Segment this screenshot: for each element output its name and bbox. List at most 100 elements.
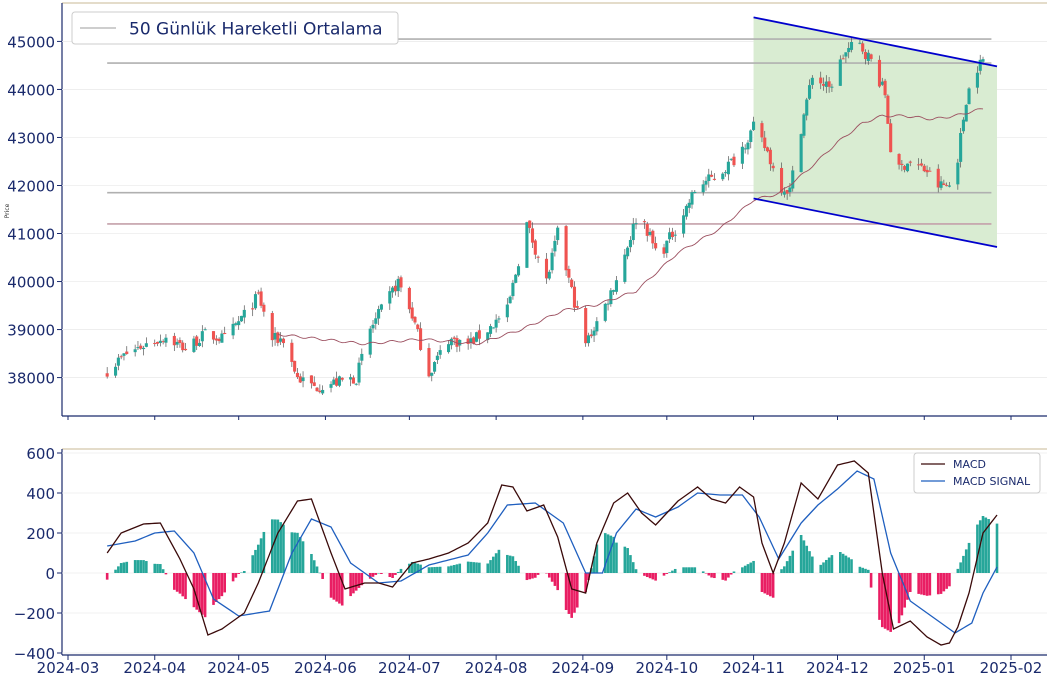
macd-histogram-bar: [159, 564, 162, 573]
candle-body: [556, 227, 560, 241]
x-tick-label: 2024-09: [552, 659, 615, 677]
candle-body: [220, 333, 224, 343]
macd-histogram-bar: [682, 567, 685, 573]
macd-histogram-bar: [771, 573, 775, 598]
macd-histogram-bar: [760, 573, 764, 592]
candle-body: [925, 169, 929, 173]
macd-histogram-bar: [298, 537, 302, 573]
candle-body: [122, 353, 126, 356]
candlesticks: [105, 36, 985, 396]
candle-body: [760, 123, 764, 138]
macd-histogram-bar: [231, 573, 235, 582]
candle-body: [158, 340, 162, 343]
candle-body: [340, 377, 344, 380]
candle-body: [125, 351, 129, 354]
candle-body: [438, 350, 442, 355]
macd-histogram-bar: [749, 562, 753, 573]
macd-histogram-bar: [195, 573, 199, 610]
candle-body: [315, 387, 319, 392]
price-y-tick-label: 41000: [7, 226, 55, 244]
candle-body: [447, 344, 451, 353]
macd-histogram-bar: [819, 564, 823, 573]
macd-histogram-bar: [701, 571, 705, 573]
macd-histogram-bar: [643, 573, 646, 576]
candle-body: [768, 149, 772, 165]
candle-body: [939, 181, 943, 188]
candle-body: [155, 341, 160, 344]
macd-histogram-bar: [721, 573, 725, 580]
macd-histogram-bar: [117, 566, 120, 573]
macd-histogram-bar: [173, 573, 176, 590]
macd-histogram-bar: [293, 532, 296, 573]
candle-body: [192, 338, 196, 352]
macd-histogram-bar: [788, 555, 792, 573]
candle-body: [407, 287, 411, 310]
candle-body: [880, 81, 884, 85]
x-tick-label: 2024-12: [806, 659, 869, 677]
macd-histogram-bar: [606, 534, 610, 573]
macd-histogram-bar: [903, 573, 906, 608]
candle-body: [959, 133, 963, 162]
candle-body: [273, 332, 277, 340]
candle-body: [724, 172, 728, 174]
macd-histogram-bar: [517, 565, 520, 573]
macd-histogram-bar: [296, 532, 299, 573]
macd-histogram-bar: [201, 573, 204, 615]
candle-body: [253, 294, 258, 309]
macd-histogram-bar: [906, 573, 909, 600]
candle-body: [805, 99, 809, 116]
macd-histogram-bar: [427, 567, 431, 573]
candle-body: [743, 148, 747, 150]
candle-body: [642, 221, 646, 223]
x-tick-label: 2025-01: [893, 659, 956, 677]
macd-histogram-bar: [234, 573, 238, 578]
candle-body: [433, 362, 437, 372]
channel-lower-line: [753, 197, 998, 248]
candle-body: [721, 173, 725, 180]
candle-body: [975, 72, 979, 88]
macd-y-ticks: 600 400 200 0 −200 −400: [14, 445, 62, 663]
candle-body: [183, 348, 188, 351]
macd-histogram-bar: [153, 563, 157, 573]
macd-histogram-bar: [746, 564, 750, 573]
macd-histogram-bar: [799, 535, 803, 573]
signal-legend-label: MACD SIGNAL: [953, 475, 1031, 488]
macd-histogram-bar: [665, 573, 669, 574]
candle-body: [181, 342, 185, 351]
macd-histogram-bar: [380, 573, 383, 574]
macd-histogram-bar: [161, 569, 165, 573]
candle-body: [662, 247, 666, 254]
macd-histogram-bar: [408, 563, 411, 573]
candle-body: [200, 331, 204, 342]
macd-histogram-bar: [917, 573, 920, 594]
macd-histogram-bar: [469, 561, 473, 573]
x-tick-label: 2025-02: [980, 659, 1043, 677]
candle-body: [687, 202, 691, 208]
price-y-tick-label: 42000: [7, 177, 55, 195]
macd-y-tick-label: −200: [14, 605, 55, 623]
macd-histogram-bar: [377, 573, 380, 574]
macd-histogram-bar: [603, 533, 607, 573]
macd-histogram-bar: [301, 541, 305, 573]
candle-body: [396, 278, 400, 292]
candle-body: [231, 323, 235, 336]
candle-body: [592, 330, 596, 336]
candle-body: [172, 335, 176, 346]
candle-body: [654, 243, 658, 249]
candle-body: [281, 338, 286, 344]
macd-histogram-bar: [256, 544, 260, 573]
macd-histogram-bar: [489, 560, 492, 573]
candle-body: [374, 318, 378, 324]
macd-histogram-bar: [368, 573, 372, 579]
macd-histogram-bar: [783, 566, 786, 573]
macd-histogram-bar: [671, 570, 674, 573]
macd-histogram-bar: [822, 562, 825, 573]
macd-histogram-bar: [486, 563, 490, 573]
macd-histogram-bar: [830, 555, 834, 573]
candle-body: [430, 372, 434, 376]
candle-body: [242, 309, 246, 318]
candle-body: [550, 252, 554, 271]
candle-body: [153, 342, 157, 344]
candle-body: [883, 80, 887, 96]
